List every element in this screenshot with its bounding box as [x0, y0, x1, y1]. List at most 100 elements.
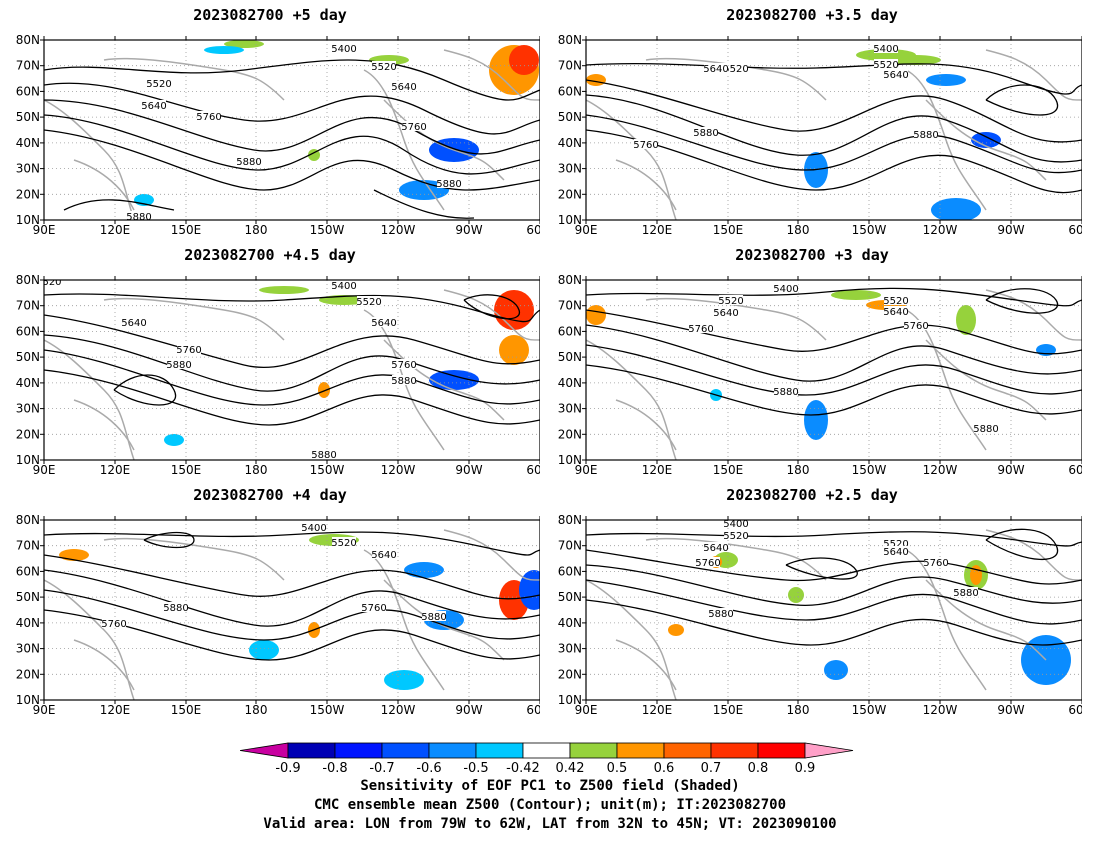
lat-tick-label: 50N	[16, 350, 40, 364]
lon-tick-label: 90E	[33, 223, 56, 237]
sensitivity-shading	[318, 382, 330, 398]
lon-tick-label: 60W	[1068, 223, 1082, 237]
lat-tick-label: 80N	[16, 33, 40, 47]
lon-tick-label: 90E	[575, 703, 598, 717]
contour-label: 5400	[723, 519, 748, 530]
colorbar-tick-label: 0.42	[556, 761, 585, 776]
colorbar-swatch	[381, 742, 430, 759]
lat-tick-label: 10N	[16, 213, 40, 227]
lat-tick-label: 70N	[16, 539, 40, 553]
colorbar-swatch	[757, 742, 806, 759]
contour-label: 5880	[693, 128, 718, 139]
lat-tick-label: 20N	[16, 187, 40, 201]
lon-tick-label: 90W	[455, 703, 482, 717]
lat-tick-label: 80N	[558, 273, 582, 287]
sensitivity-shading	[956, 305, 976, 335]
sensitivity-shading	[399, 180, 449, 200]
contour-label: 5520	[883, 296, 908, 307]
z500-contour	[586, 364, 1082, 416]
colorbar-tick-label: 0.8	[748, 761, 769, 776]
lon-tick-label: 180	[787, 703, 810, 717]
lat-tick-label: 40N	[558, 136, 582, 150]
lat-tick-label: 10N	[558, 693, 582, 707]
sensitivity-shading	[259, 286, 309, 294]
z500-contour	[586, 531, 1082, 547]
z500-contour	[586, 564, 1082, 606]
lat-tick-label: 50N	[558, 110, 582, 124]
colorbar-swatch	[616, 742, 665, 759]
lon-tick-label: 150E	[171, 703, 202, 717]
sensitivity-shading	[586, 305, 606, 325]
lon-tick-label: 60W	[1068, 703, 1082, 717]
colorbar-swatch	[710, 742, 759, 759]
contour-label: 5640	[371, 550, 396, 561]
z500-contour	[44, 569, 540, 627]
sensitivity-shading	[164, 434, 184, 446]
lat-tick-label: 50N	[558, 350, 582, 364]
map-svg: 54005520564057605520564057605880588080N7…	[558, 273, 1082, 477]
lon-tick-label: 150W	[852, 223, 887, 237]
lon-tick-label: 120E	[100, 703, 131, 717]
z500-contour	[586, 579, 1082, 625]
contour-label: 5880	[166, 360, 191, 371]
lat-tick-label: 50N	[558, 590, 582, 604]
z500-contour	[586, 287, 1082, 307]
lon-tick-label: 180	[787, 223, 810, 237]
lon-tick-label: 90W	[997, 223, 1024, 237]
sensitivity-shading	[384, 670, 424, 690]
lon-tick-label: 90W	[997, 463, 1024, 477]
contour-label: 5400	[301, 523, 326, 534]
lon-tick-label: 180	[245, 703, 268, 717]
caption-line-2: CMC ensemble mean Z500 (Contour); unit(m…	[313, 797, 786, 813]
coastline	[586, 579, 677, 700]
coastline	[985, 289, 1082, 341]
contour-label: 5400	[331, 281, 356, 292]
map-panel-1: 2023082700 +5 day 5400 5520 5640 5760 5880 552…	[0, 6, 540, 238]
contour-label: 5880	[421, 612, 446, 623]
lat-tick-label: 50N	[16, 590, 40, 604]
contour-label: 5400	[331, 44, 356, 55]
z500-contour	[63, 199, 175, 211]
contour-label: 5880	[773, 387, 798, 398]
lon-tick-label: 180	[245, 463, 268, 477]
coastline	[615, 399, 677, 451]
contour-label: 5520	[146, 79, 171, 90]
lon-tick-label: 60W	[526, 463, 540, 477]
contour-label: 5400	[873, 44, 898, 55]
lat-tick-label: 70N	[558, 539, 582, 553]
lon-tick-label: 120W	[923, 223, 958, 237]
coastline	[103, 537, 285, 581]
colorbar-swatch	[287, 742, 336, 759]
sensitivity-shading	[788, 587, 804, 603]
z500-contour	[985, 288, 1059, 314]
contour-label: 5520	[723, 64, 748, 75]
coastline	[103, 57, 285, 101]
lat-tick-label: 70N	[16, 59, 40, 73]
map-svg: 5400 5520 5640 5760 5880 5520 5640 5760 5880 5880…	[16, 33, 540, 237]
sensitivity-shading	[668, 624, 684, 636]
colorbar-right-tip	[804, 742, 854, 759]
coastline	[985, 49, 1082, 101]
map-panel-5: 2023082700 +4 day 5400 5520 5640 5880 5760 576…	[0, 486, 540, 718]
lon-tick-label: 90W	[997, 703, 1024, 717]
contour-label: 5760	[101, 619, 126, 630]
z500-contour	[44, 554, 540, 600]
contour-label: 5640	[883, 547, 908, 558]
lat-tick-label: 20N	[558, 667, 582, 681]
lat-tick-label: 60N	[16, 84, 40, 98]
contour-label: 5880	[311, 450, 336, 461]
contour-label: 5520	[723, 531, 748, 542]
contour-label: 5760	[903, 321, 928, 332]
contour-label: 5880	[126, 212, 151, 223]
colorbar-tick-label: 0.9	[795, 761, 816, 776]
lat-tick-label: 40N	[16, 136, 40, 150]
lon-tick-label: 150E	[713, 463, 744, 477]
colorbar-swatch	[569, 742, 618, 759]
contour-label: 5880	[236, 157, 261, 168]
sensitivity-shading	[804, 400, 828, 440]
lon-tick-label: 120E	[100, 223, 131, 237]
contour-label: 5520	[331, 538, 356, 549]
caption-line-3: Valid area: LON from 79W to 62W, LAT fro…	[263, 816, 837, 832]
z500-contour	[586, 324, 1082, 382]
